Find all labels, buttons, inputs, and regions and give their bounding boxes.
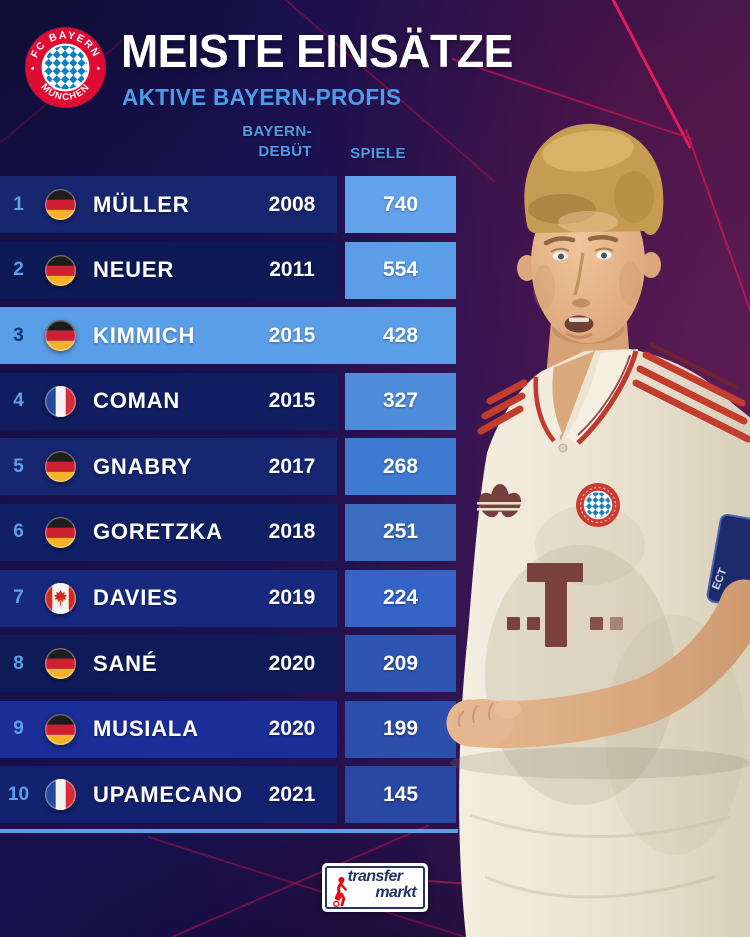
fc-bayern-crest: FC BAYERN MÜNCHEN (24, 26, 107, 109)
debut-year: 2017 (268, 454, 316, 478)
flag-icon-germany (45, 516, 76, 548)
transfermarkt-logo: transfer markt (322, 863, 428, 912)
spiele-value: 224 (382, 586, 419, 610)
transfermarkt-logo-box: transfer markt (322, 863, 428, 912)
rank-label: 6 (13, 521, 24, 543)
player-name: SANÉ (93, 650, 158, 676)
rank-label: 7 (13, 587, 24, 609)
table-bottom-border (0, 829, 458, 833)
spiele-cell: 209 (345, 635, 456, 693)
row-main-bar: 1 MÜLLER 2008 (0, 176, 337, 233)
debut-year: 2008 (268, 192, 316, 216)
row-main-bar: 10 UPAMECANO 2021 (0, 766, 337, 824)
transfermarkt-logo-frame: transfer markt (325, 866, 425, 909)
row-main-bar: 7 DAVIES 2019 (0, 569, 337, 627)
spiele-cell: 145 (345, 766, 456, 824)
table-row: 6 GORETZKA 2018 251 (0, 503, 456, 561)
spiele-cell: 327 (345, 372, 456, 430)
transfermarkt-player-icon (333, 876, 347, 907)
debut-year: 2020 (268, 717, 316, 741)
player-name: UPAMECANO (93, 781, 243, 807)
debut-year: 2011 (269, 258, 315, 282)
player-name: MÜLLER (93, 191, 190, 217)
flag-icon-germany (45, 320, 76, 352)
player-name: GORETZKA (93, 519, 223, 545)
rank-label: 9 (13, 718, 24, 740)
spiele-cell: 554 (345, 241, 456, 299)
debut-year: 2019 (268, 586, 316, 610)
flag-icon-germany (45, 648, 76, 680)
spiele-cell: 740 (345, 176, 456, 233)
column-header-spiele: SPIELE (350, 145, 406, 162)
spiele-value: 268 (382, 454, 419, 478)
rank-label: 4 (13, 390, 24, 412)
table-row: 7 DAVIES 2019 224 (0, 569, 456, 627)
debut-year: 2021 (268, 782, 316, 806)
spiele-value: 554 (382, 258, 419, 282)
player-name: MUSIALA (93, 716, 199, 742)
rank-label: 2 (13, 259, 24, 281)
table-row: 2 NEUER 2011 554 (0, 241, 456, 299)
row-main-bar: 6 GORETZKA 2018 (0, 503, 337, 561)
flag-icon-germany (45, 254, 76, 286)
debut-year: 2018 (268, 520, 316, 544)
spiele-value: 145 (382, 782, 419, 806)
page-subtitle: AKTIVE BAYERN-PROFIS (122, 84, 402, 110)
table-row: 10 UPAMECANO 2021 145 (0, 766, 456, 824)
spiele-value: 327 (382, 389, 419, 413)
flag-icon-france (45, 385, 76, 417)
debut-year: 2020 (268, 651, 316, 675)
player-name: KIMMICH (93, 322, 196, 348)
row-main-bar: 3 KIMMICH 2015 (0, 307, 337, 364)
spiele-value: 428 (382, 323, 419, 347)
player-name: DAVIES (93, 585, 179, 611)
spiele-value: 251 (382, 520, 419, 544)
player-name: GNABRY (93, 453, 193, 479)
rank-label: 8 (13, 652, 24, 674)
debut-year: 2015 (268, 323, 316, 347)
ranking-table: 1 MÜLLER 2008 740 2 NEUER 2011 554 3 KIM… (0, 176, 458, 832)
spiele-cell: 428 (345, 307, 456, 365)
rank-label: 3 (13, 324, 24, 346)
table-row: 5 GNABRY 2017 268 (0, 438, 456, 496)
debut-year: 2015 (268, 389, 316, 413)
flag-icon-france (45, 779, 76, 811)
row-main-bar: 8 SANÉ 2020 (0, 635, 337, 693)
brand-text-markt: markt (375, 884, 416, 901)
player-name: NEUER (93, 257, 175, 283)
table-row: 8 SANÉ 2020 209 (0, 635, 456, 693)
rank-label: 10 (7, 783, 30, 805)
column-header-debut-line1: BAYERN- (242, 123, 312, 140)
spiele-value: 199 (382, 717, 419, 741)
page-title: MEISTE EINSÄTZE (121, 25, 513, 77)
table-row: 4 COMAN 2015 327 (0, 372, 456, 430)
row-main-bar: 5 GNABRY 2017 (0, 438, 337, 496)
brand-text-transfer: transfer (347, 868, 403, 885)
spiele-cell: 199 (345, 700, 456, 758)
table-row: 9 MUSIALA 2020 199 (0, 700, 456, 758)
rank-label: 1 (13, 193, 24, 215)
spiele-value: 740 (382, 192, 419, 216)
row-main-bar: 4 COMAN 2015 (0, 372, 337, 430)
spiele-cell: 251 (345, 503, 456, 561)
player-photo-kimmich: ECT (446, 123, 750, 937)
flag-icon-germany (45, 189, 76, 220)
column-header-debut-line2: DEBÜT (258, 143, 312, 160)
table-row: 3 KIMMICH 2015 428 (0, 307, 456, 365)
flag-icon-canada (45, 582, 76, 614)
row-main-bar: 9 MUSIALA 2020 (0, 700, 337, 758)
row-main-bar: 2 NEUER 2011 (0, 241, 337, 299)
spiele-cell: 224 (345, 569, 456, 627)
rank-label: 5 (13, 455, 24, 477)
spiele-cell: 268 (345, 438, 456, 496)
flag-icon-germany (45, 451, 76, 483)
flag-icon-germany (45, 713, 76, 745)
player-name: COMAN (93, 388, 181, 414)
column-header-debut: BAYERN- DEBÜT (180, 122, 312, 162)
spiele-value: 209 (382, 651, 419, 675)
table-row: 1 MÜLLER 2008 740 (0, 176, 456, 233)
